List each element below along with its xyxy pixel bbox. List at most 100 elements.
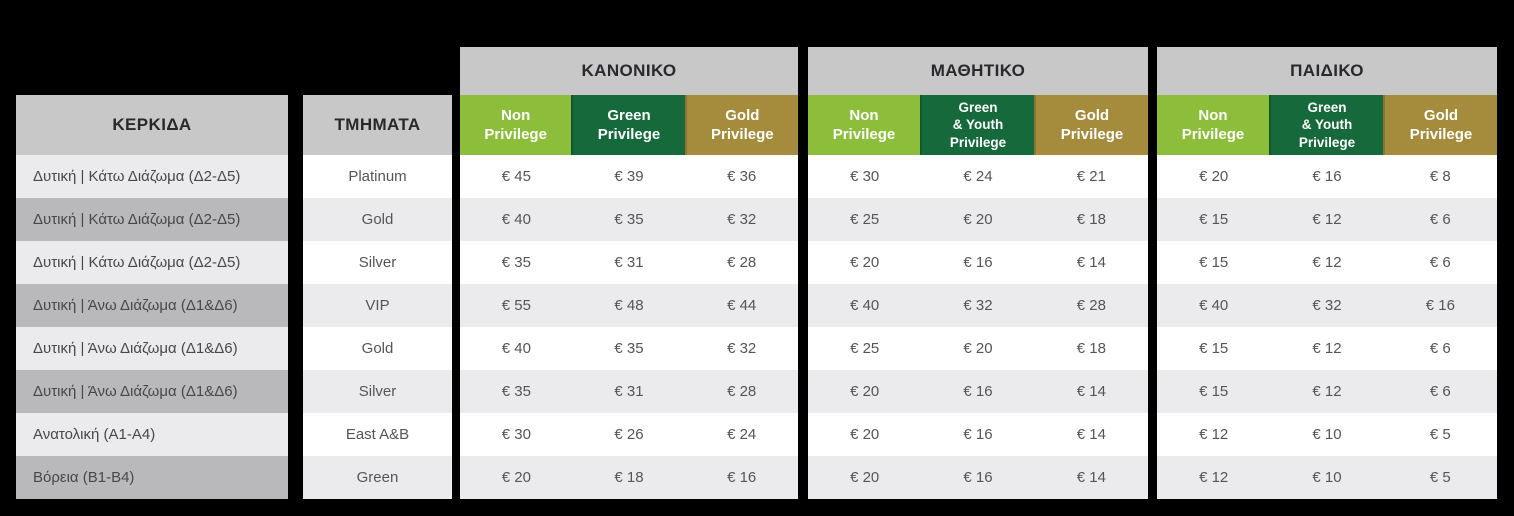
table-row: East A&B [303,413,452,456]
table-cell: € 28 [727,254,757,271]
table-cell: € 30 [501,426,531,443]
table-cell: € 20 [963,340,993,357]
column-header-gold-privilege: Gold Privilege [684,95,798,155]
table-row: Δυτική | Κάτω Διάζωμα (Δ2-Δ5) [16,241,288,284]
table-cell: € 5 [1429,469,1451,486]
table-row: € 40 € 32 € 16 [1157,284,1497,327]
table-cell: East A&B [345,426,410,443]
table-cell: € 40 [1199,297,1229,314]
table-cell: € 16 [727,469,757,486]
table-cell: € 20 [850,383,880,400]
table-cell: € 14 [1076,469,1106,486]
table-row: € 35 € 31 € 28 [460,370,798,413]
table-cell: € 14 [1076,383,1106,400]
table-cell: € 28 [727,383,757,400]
table-cell: € 24 [963,168,993,185]
table-cell: € 20 [1199,168,1229,185]
table-cell: € 18 [1076,340,1106,357]
table-row: € 20 € 18 € 16 [460,456,798,499]
column-header-green-youth-privilege: Green & Youth Privilege [1269,95,1383,155]
table-cell: € 32 [1312,297,1342,314]
table-row: Δυτική | Άνω Διάζωμα (Δ1&Δ6) [16,370,288,413]
table-row: € 30 € 24 € 21 [808,155,1148,198]
table-cell: Green [356,469,399,486]
table-cell: € 6 [1429,383,1451,400]
table-cell: € 20 [501,469,531,486]
table-cell: € 39 [614,168,644,185]
table-row: € 40 € 32 € 28 [808,284,1148,327]
table-row: € 45 € 39 € 36 [460,155,798,198]
table-cell: € 36 [727,168,757,185]
table-row: € 20 € 16 € 14 [808,370,1148,413]
table-cell: € 35 [501,254,531,271]
table-row: Silver [303,370,452,413]
column-header-green-privilege: Green Privilege [571,95,685,155]
table-cell: € 20 [850,426,880,443]
price-group-paidiko: ΠΑΙΔΙΚΟ Non Privilege Green & Youth Priv… [1157,47,1497,499]
table-cell: € 12 [1199,469,1229,486]
table-cell: € 20 [850,254,880,271]
table-cell: € 32 [963,297,993,314]
table-row: Platinum [303,155,452,198]
table-row: € 20 € 16 € 8 [1157,155,1497,198]
table-cell: Δυτική | Κάτω Διάζωμα (Δ2-Δ5) [33,168,241,185]
table-cell: € 10 [1312,469,1342,486]
table-cell: € 16 [963,426,993,443]
table-cell: € 18 [614,469,644,486]
group-price-rows: € 20 € 16 € 8 € 15 € 12 € 6 € 15 € 12 € 6 € 40 € 3… [1157,155,1497,499]
table-cell: € 5 [1429,426,1451,443]
group-title: ΚΑΝΟΝΙΚΟ [460,47,798,95]
column-header-non-privilege: Non Privilege [460,95,572,155]
table-row: € 20 € 16 € 14 [808,456,1148,499]
group-price-rows: € 45 € 39 € 36 € 40 € 35 € 32 € 35 € 31 € 28 € 55… [460,155,798,499]
table-cell: € 25 [850,211,880,228]
table-cell: Silver [358,254,397,271]
table-cell: € 20 [850,469,880,486]
table-cell: Gold [361,340,394,357]
column-header-non-privilege: Non Privilege [1157,95,1269,155]
table-cell: Δυτική | Άνω Διάζωμα (Δ1&Δ6) [33,383,238,400]
table-cell: Δυτική | Άνω Διάζωμα (Δ1&Δ6) [33,340,238,357]
table-row: Gold [303,327,452,370]
table-cell: € 12 [1312,340,1342,357]
table-cell: € 21 [1076,168,1106,185]
table-cell: € 14 [1076,426,1106,443]
table-cell: € 6 [1429,254,1451,271]
table-cell: € 10 [1312,426,1342,443]
table-cell: € 6 [1429,340,1451,357]
group-column-headers: Non Privilege Green & Youth Privilege Go… [1157,95,1497,155]
column-header-green-youth-privilege: Green & Youth Privilege [920,95,1034,155]
table-cell: € 16 [963,383,993,400]
column-header-gold-privilege: Gold Privilege [1383,95,1497,155]
column-header-gold-privilege: Gold Privilege [1034,95,1148,155]
table-cell: € 32 [727,211,757,228]
table-row: Βόρεια (Β1-Β4) [16,456,288,499]
price-group-kanoniko: ΚΑΝΟΝΙΚΟ Non Privilege Green Privilege G… [460,47,798,499]
table-cell: € 16 [963,254,993,271]
table-cell: € 12 [1312,254,1342,271]
table-cell: Δυτική | Κάτω Διάζωμα (Δ2-Δ5) [33,211,241,228]
table-cell: € 55 [501,297,531,314]
sections-column: ΤΜΗΜΑΤΑ Platinum Gold Silver VIP Gold Silver E… [303,95,452,499]
table-cell: € 44 [727,297,757,314]
table-cell: € 40 [501,340,531,357]
table-row: € 15 € 12 € 6 [1157,327,1497,370]
table-cell: € 24 [727,426,757,443]
table-row: Green [303,456,452,499]
price-group-mathitiko: ΜΑΘΗΤΙΚΟ Non Privilege Green & Youth Pri… [808,47,1148,499]
table-row: Gold [303,198,452,241]
table-row: € 15 € 12 € 6 [1157,198,1497,241]
table-cell: € 31 [614,383,644,400]
table-cell: Platinum [348,168,407,185]
table-cell: € 15 [1199,340,1229,357]
table-row: € 40 € 35 € 32 [460,198,798,241]
table-cell: € 45 [501,168,531,185]
group-title: ΜΑΘΗΤΙΚΟ [808,47,1148,95]
table-row: Δυτική | Κάτω Διάζωμα (Δ2-Δ5) [16,198,288,241]
table-cell: € 20 [963,211,993,228]
table-cell: € 26 [614,426,644,443]
table-cell: € 6 [1429,211,1451,228]
table-row: € 15 € 12 € 6 [1157,370,1497,413]
stands-header: ΚΕΡΚΙΔΑ [16,95,288,155]
group-title: ΠΑΙΔΙΚΟ [1157,47,1497,95]
